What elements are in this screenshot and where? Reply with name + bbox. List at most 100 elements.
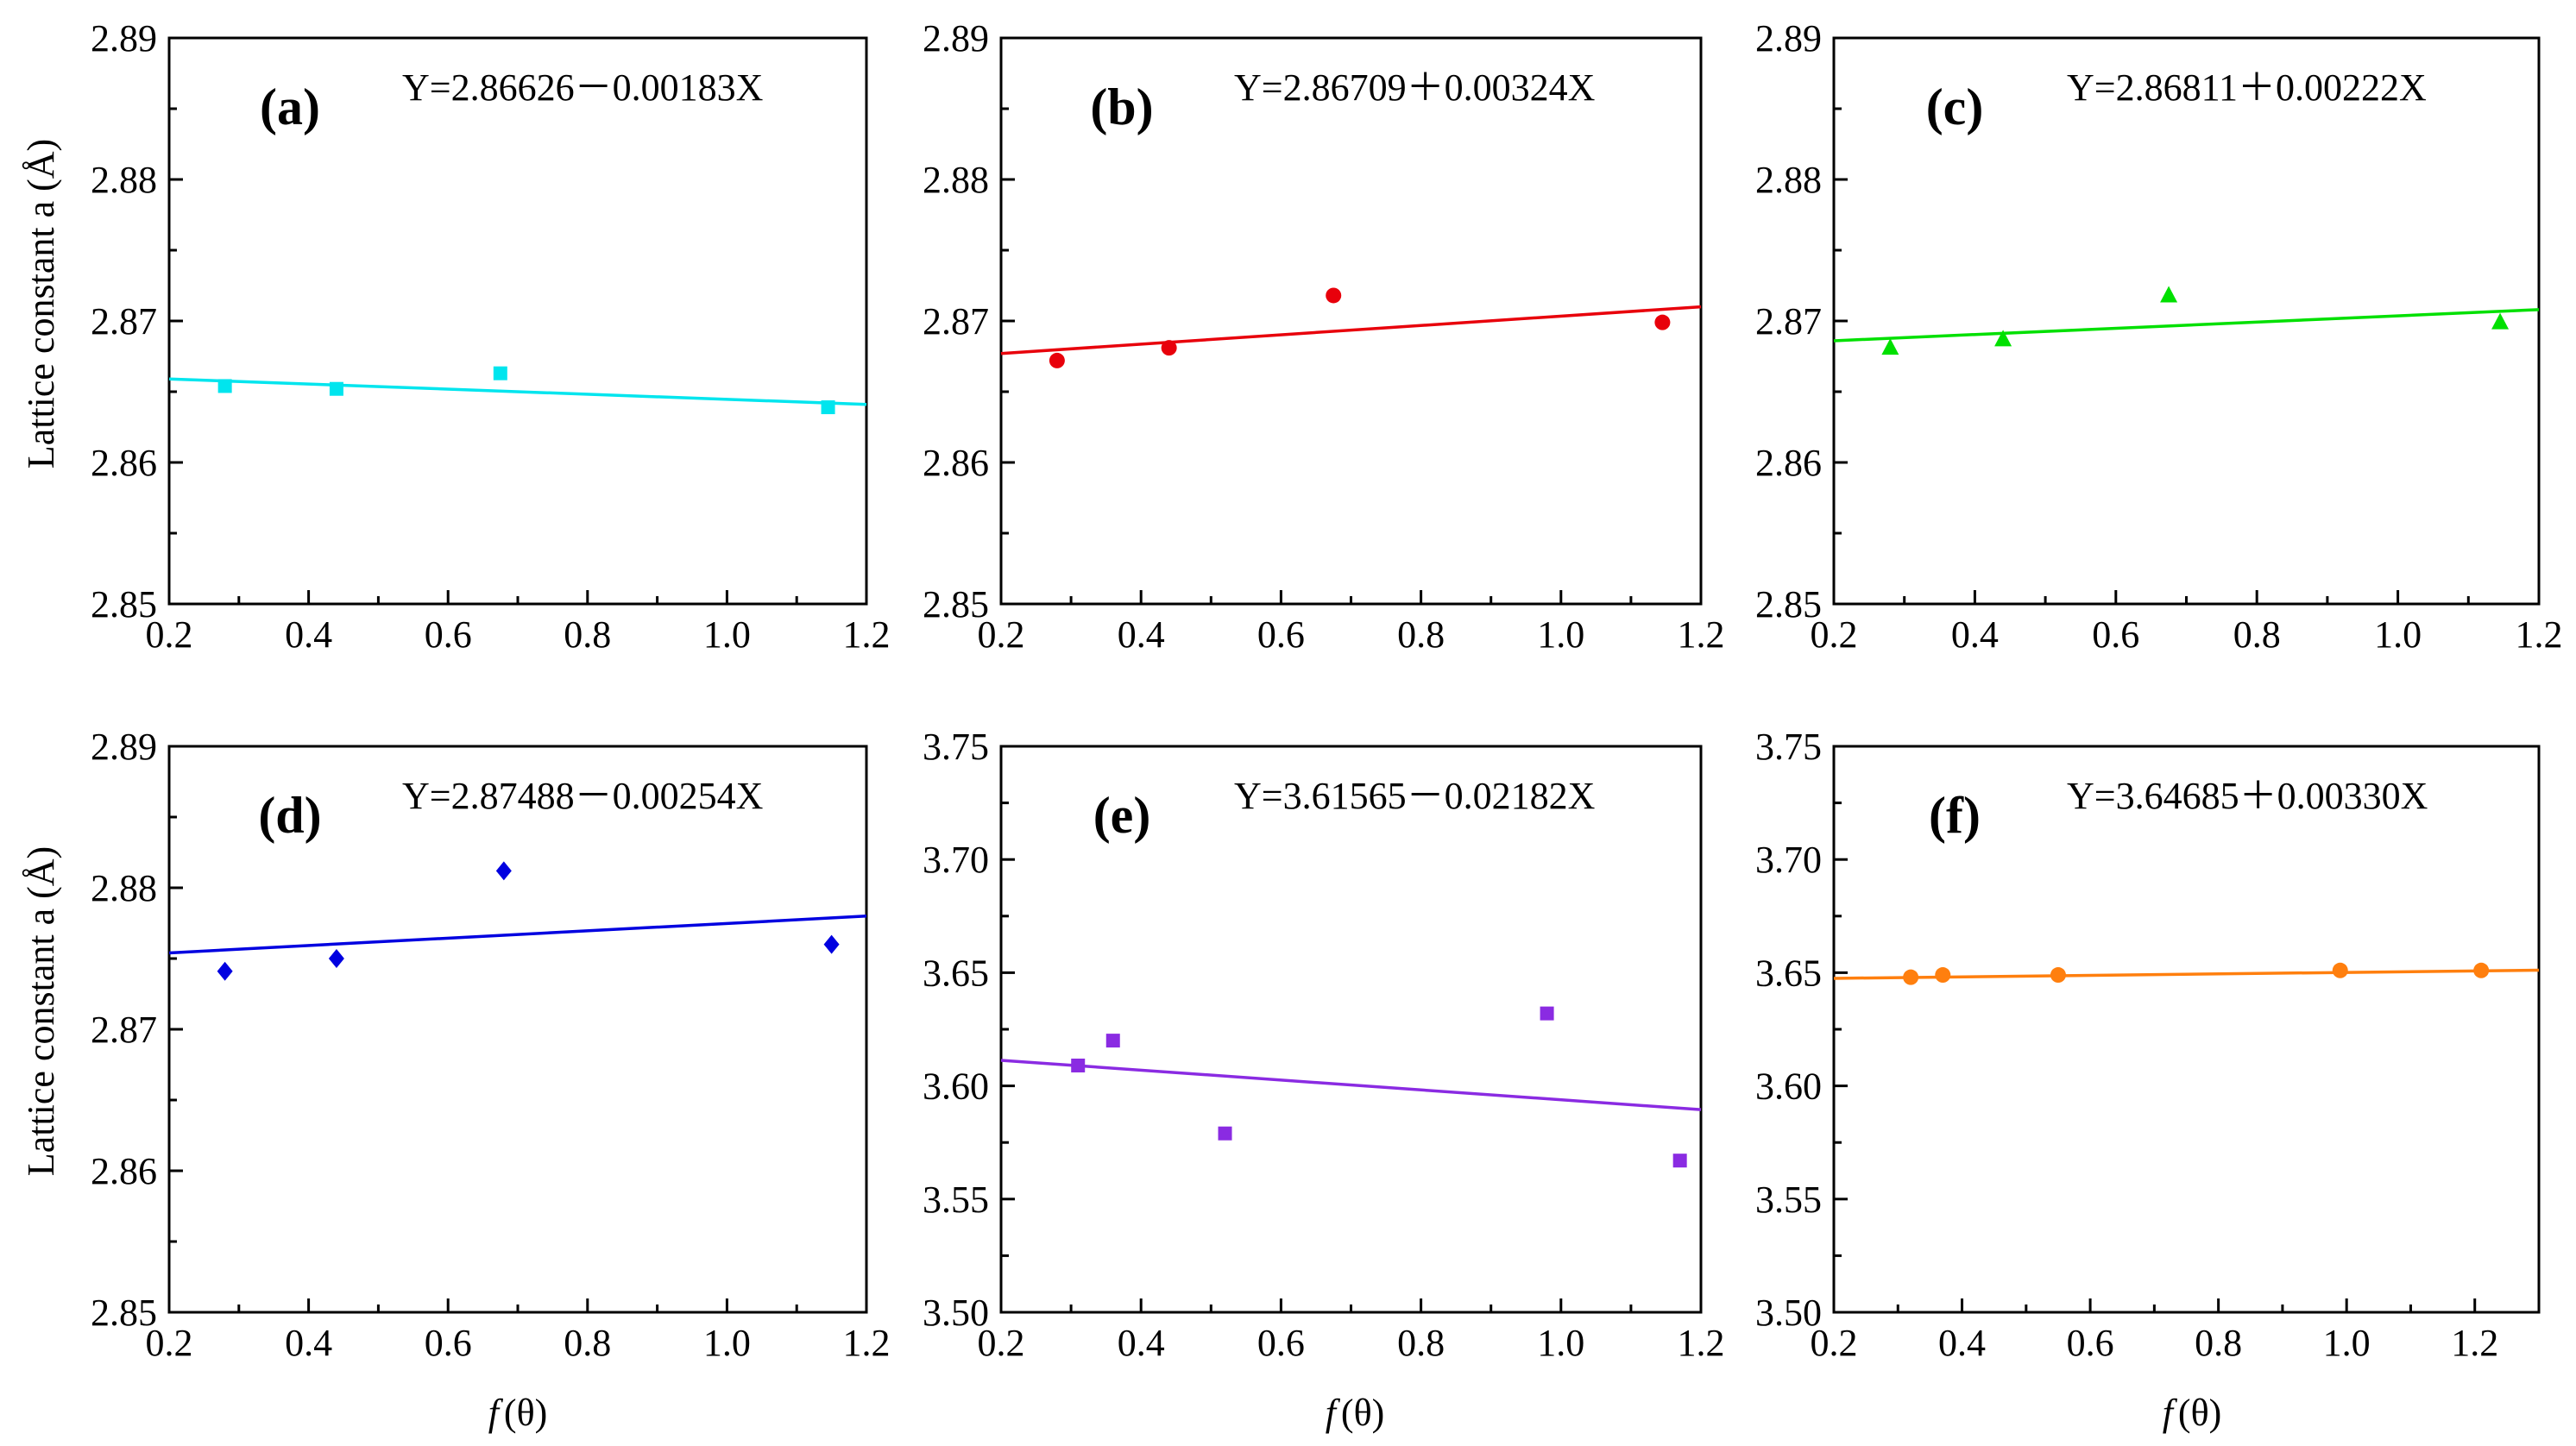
y-tick-label: 2.85 xyxy=(1755,583,1822,626)
y-tick-label: 3.50 xyxy=(1755,1292,1822,1334)
x-tick-label: 1.2 xyxy=(843,1322,891,1364)
x-tick-label: 1.2 xyxy=(1678,613,1725,656)
panel-label: (e) xyxy=(1093,787,1151,844)
x-tick-label: 0.4 xyxy=(1118,1322,1165,1364)
x-tick-label: 0.4 xyxy=(1118,613,1165,656)
x-tick-label: 0.8 xyxy=(1397,613,1445,656)
data-point xyxy=(1672,1154,1687,1168)
y-tick-label: 3.55 xyxy=(1755,1179,1822,1221)
equation-label: Y=2.86626－0.00183X xyxy=(402,66,763,109)
equation-label: Y=2.86811＋0.00222X xyxy=(2067,66,2427,109)
x-tick-label: 0.4 xyxy=(285,1322,332,1364)
y-tick-label: 3.70 xyxy=(1755,839,1822,881)
y-tick-label: 2.86 xyxy=(923,442,989,484)
x-tick-label: 1.0 xyxy=(703,613,751,656)
panel-label: (c) xyxy=(1926,79,1984,135)
equation-label: Y=2.86709＋0.00324X xyxy=(1234,66,1595,109)
data-point xyxy=(493,366,507,380)
x-tick-label: 0.8 xyxy=(2195,1322,2242,1364)
x-tick-label: 1.0 xyxy=(2323,1322,2371,1364)
y-tick-label: 2.87 xyxy=(923,300,989,343)
y-tick-label: 2.86 xyxy=(91,1150,157,1192)
x-tick-label: 0.2 xyxy=(1811,613,1858,656)
y-tick-label: 3.75 xyxy=(923,726,989,768)
y-tick-label: 2.87 xyxy=(91,300,157,343)
x-tick-label: 1.0 xyxy=(2374,613,2422,656)
data-point xyxy=(1049,352,1065,368)
data-point xyxy=(1540,1006,1554,1021)
panel-2: 0.2 0.4 0.6 0.8 1.0 1.2 2.85 2.86 2.87 2.88 2.89 (b… xyxy=(923,17,1725,656)
data-point xyxy=(821,400,835,415)
x-tick-label: 1.2 xyxy=(2451,1322,2498,1364)
x-tick-label: 0.2 xyxy=(978,1322,1025,1364)
panel-4: 0.2 0.4 0.6 0.8 1.0 1.2 2.85 2.86 2.87 2.88 2.89 (d… xyxy=(91,726,891,1364)
panel-3: 0.2 0.4 0.6 0.8 1.0 1.2 2.85 2.86 2.87 2.88 2.89 (c… xyxy=(1755,17,2563,656)
y-tick-label: 2.85 xyxy=(91,1292,157,1334)
data-point xyxy=(217,961,233,981)
data-point xyxy=(1105,1034,1120,1048)
y-tick-label: 2.88 xyxy=(91,867,157,909)
y-tick-label: 2.87 xyxy=(1755,300,1822,343)
data-point xyxy=(495,861,512,881)
y-tick-label: 2.89 xyxy=(91,726,157,768)
x-tick-label: 1.2 xyxy=(2516,613,2563,656)
data-point xyxy=(1903,969,1919,985)
data-point xyxy=(1654,314,1671,330)
equation-label: Y=3.64685＋0.00330X xyxy=(2067,775,2428,817)
y-tick-label: 2.89 xyxy=(1755,17,1822,60)
y-tick-label: 2.87 xyxy=(91,1009,157,1051)
x-tick-label: 0.4 xyxy=(1938,1322,1986,1364)
x-tick-label: 0.8 xyxy=(1397,1322,1445,1364)
fit-line xyxy=(1833,968,2540,980)
y-tick-label: 2.85 xyxy=(91,583,157,626)
x-tick-label: 0.6 xyxy=(425,613,472,656)
y-tick-label: 3.60 xyxy=(1755,1066,1822,1108)
data-point xyxy=(1218,1126,1232,1141)
data-point xyxy=(1935,967,1951,984)
x-tick-label: 0.2 xyxy=(1811,1322,1858,1364)
data-point xyxy=(329,381,343,396)
x-axis-title-d: f (θ) xyxy=(488,1392,548,1434)
x-tick-label: 0.8 xyxy=(564,613,611,656)
y-axis-title-bottom: Lattice constant a (Å) xyxy=(20,846,62,1176)
data-point xyxy=(2050,967,2066,984)
data-point xyxy=(2332,962,2348,978)
x-tick-label: 1.2 xyxy=(843,613,891,656)
y-tick-label: 3.55 xyxy=(923,1179,989,1221)
x-tick-label: 0.6 xyxy=(1257,1322,1305,1364)
data-point xyxy=(1071,1058,1086,1072)
x-tick-label: 0.2 xyxy=(146,1322,193,1364)
panel-label: (b) xyxy=(1090,79,1153,135)
y-tick-label: 3.60 xyxy=(923,1066,989,1108)
data-point xyxy=(1326,287,1342,304)
data-point xyxy=(217,379,232,393)
y-tick-label: 3.70 xyxy=(923,839,989,881)
x-axis-title-e: f (θ) xyxy=(1326,1392,1385,1434)
data-point xyxy=(1881,338,1899,355)
x-tick-label: 0.8 xyxy=(564,1322,611,1364)
data-point xyxy=(823,934,840,954)
x-tick-label: 1.0 xyxy=(1537,1322,1584,1364)
y-tick-label: 3.65 xyxy=(923,952,989,994)
y-tick-label: 3.65 xyxy=(1755,952,1822,994)
x-tick-label: 0.6 xyxy=(2067,1322,2114,1364)
x-tick-label: 0.2 xyxy=(146,613,193,656)
fit-line xyxy=(1833,308,2540,343)
equation-label: Y=2.87488－0.00254X xyxy=(402,775,763,817)
y-tick-label: 3.50 xyxy=(923,1292,989,1334)
y-tick-label: 2.89 xyxy=(91,17,157,60)
chart-panels: 0.2 0.4 0.6 0.8 1.0 1.2 2.85 2.86 2.87 2.88 2.89 (a… xyxy=(91,17,2563,1364)
panel-label: (d) xyxy=(258,787,321,844)
data-point xyxy=(1161,340,1177,356)
data-point xyxy=(2473,962,2490,978)
x-axis-title-f: f (θ) xyxy=(2163,1392,2222,1434)
x-tick-label: 0.6 xyxy=(425,1322,472,1364)
fit-line xyxy=(168,377,867,406)
y-tick-label: 3.75 xyxy=(1755,726,1822,768)
x-tick-label: 1.2 xyxy=(1678,1322,1725,1364)
data-point xyxy=(328,949,344,968)
panel-6: 0.2 0.4 0.6 0.8 1.0 1.2 3.50 3.55 3.60 3.65 3.70 3.… xyxy=(1755,726,2541,1364)
y-axis-title-top: Lattice constant a (Å) xyxy=(20,139,62,468)
x-tick-label: 0.4 xyxy=(285,613,332,656)
